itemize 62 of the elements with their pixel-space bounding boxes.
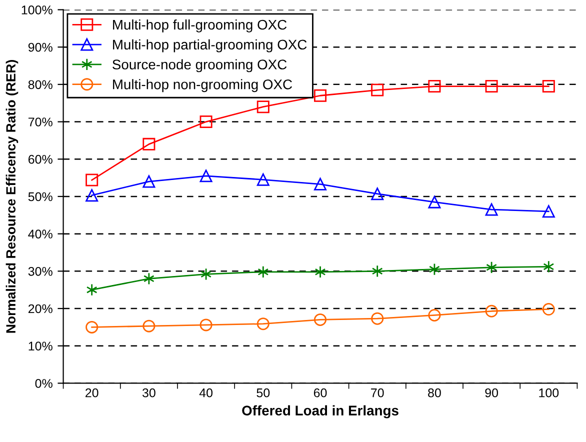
point (142, 320, 156, 332)
y-tick-label: 50% (28, 192, 52, 202)
point (256, 173, 270, 186)
point (86, 189, 98, 202)
point (542, 205, 555, 218)
point (314, 266, 326, 278)
y-tick-label: 90% (28, 42, 52, 52)
point (371, 188, 384, 200)
y-tick-label: 40% (28, 230, 52, 238)
y-tick-label: 60% (28, 154, 52, 164)
point (256, 100, 270, 114)
y-tick-label: 30% (28, 266, 52, 276)
x-tick-label: 30 (142, 388, 156, 398)
legend-label: Source-node grooming OXC (112, 59, 287, 72)
point (258, 266, 269, 278)
legend-label: Multi-hop full-grooming OXC (113, 19, 287, 32)
point (86, 320, 98, 334)
point (314, 89, 326, 102)
point (428, 196, 441, 208)
point (372, 264, 383, 278)
x-tick-label: 100 (539, 388, 559, 398)
point (428, 308, 441, 322)
y-tick-label: 70% (28, 118, 52, 126)
point (314, 313, 326, 326)
point (485, 304, 498, 318)
y-tick-label: 100% (22, 6, 52, 14)
point (142, 175, 156, 188)
point (371, 84, 384, 96)
x-tick-label: 60 (314, 388, 327, 398)
y-tick-label: 10% (28, 342, 52, 351)
x-tick-label: 90 (485, 388, 498, 398)
point (86, 174, 98, 186)
x-tick-label: 40 (199, 388, 213, 398)
point (486, 261, 498, 274)
y-tick-label: 80% (28, 80, 52, 90)
y-tick-label: 0% (35, 379, 52, 388)
point (485, 80, 498, 93)
point (256, 318, 270, 330)
legend-label: Multi-hop partial-grooming OXC (113, 39, 307, 52)
point (200, 268, 212, 280)
x-tick-label: 80 (428, 388, 441, 398)
x-tick-label: 20 (86, 388, 98, 398)
point (542, 80, 555, 93)
x-tick-label: 70 (371, 388, 384, 398)
point (200, 116, 212, 128)
point (143, 272, 154, 285)
point (200, 170, 212, 182)
y-tick-label: 20% (28, 304, 52, 314)
point (314, 178, 326, 190)
point (485, 203, 498, 216)
point (142, 138, 156, 150)
y-axis-title: Normalized Resource Efficency Ratio (RER) (6, 60, 18, 333)
point (428, 263, 440, 276)
point (543, 260, 554, 273)
point (542, 303, 555, 316)
point (200, 318, 212, 332)
point (86, 284, 98, 296)
point (371, 312, 384, 325)
x-axis-title: Offered Load in Erlangs (242, 405, 398, 418)
legend-label: Multi-hop non-grooming OXC (113, 79, 292, 92)
point (428, 80, 441, 93)
x-tick-label: 50 (256, 388, 270, 398)
